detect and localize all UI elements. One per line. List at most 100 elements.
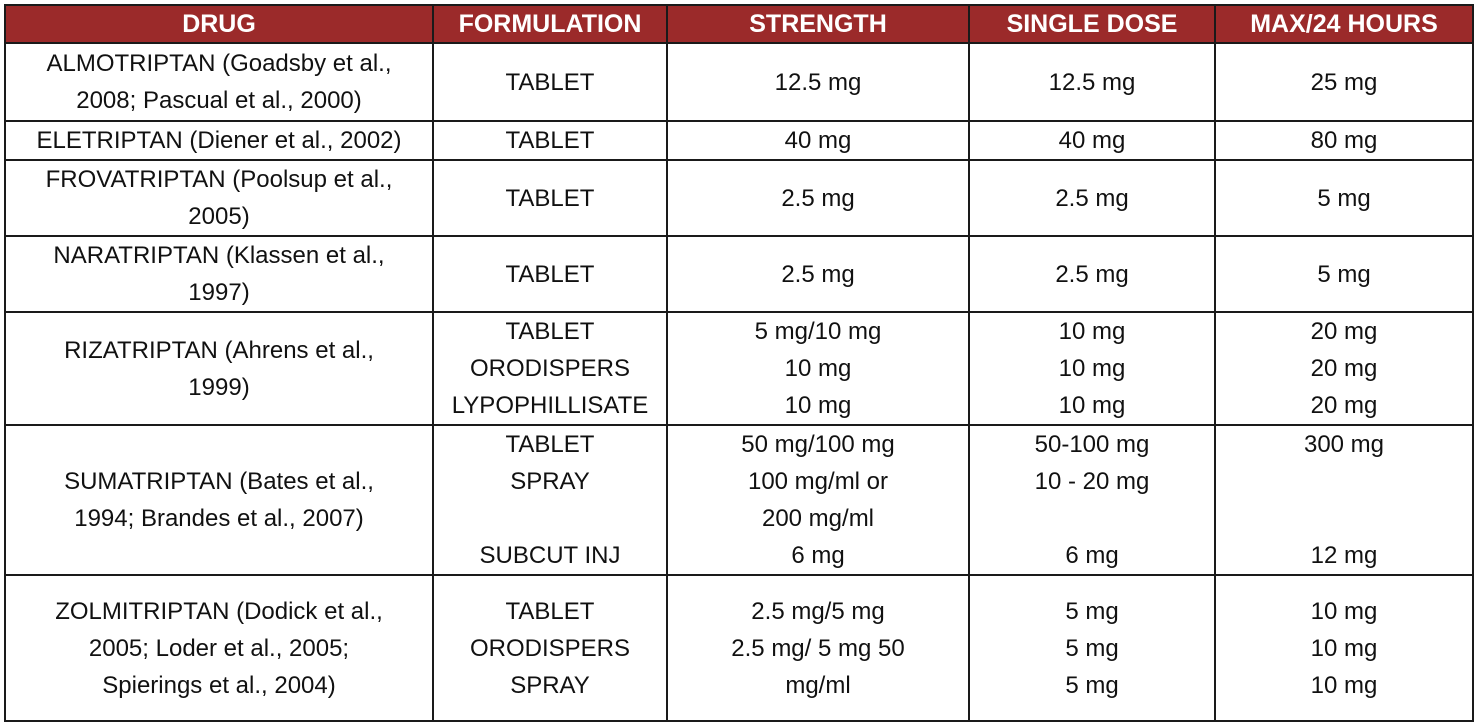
- cell-max-24-hours: 25 mg: [1214, 42, 1474, 122]
- cell-formulation-line: ORODISPERS: [469, 634, 631, 662]
- cell-strength: 2.5 mg: [666, 159, 970, 237]
- header-single-dose: SINGLE DOSE: [968, 4, 1216, 44]
- cell-single-dose-line: 6 mg: [1065, 542, 1119, 569]
- cell-strength: 2.5 mg/5 mg 2.5 mg/ 5 mg 50 mg/ml: [666, 574, 970, 722]
- cell-drug-line: ZOLMITRIPTAN (Dodick et al.,: [55, 597, 383, 625]
- cell-single-dose-line: 2.5 mg: [1055, 260, 1129, 288]
- cell-single-dose-line: 5 mg: [1065, 597, 1119, 625]
- cell-formulation-line: SPRAY: [510, 671, 590, 699]
- cell-single-dose-line: 12.5 mg: [1048, 68, 1136, 96]
- cell-formulation-line: TABLET: [505, 127, 595, 154]
- cell-max-24-hours-line: 20 mg: [1310, 318, 1378, 345]
- cell-drug: RIZATRIPTAN (Ahrens et al., 1999): [4, 311, 434, 426]
- header-drug: DRUG: [4, 4, 434, 44]
- cell-drug-line: Spierings et al., 2004): [102, 671, 336, 699]
- cell-formulation: TABLET ORODISPERS LYPOPHILLISATE: [432, 311, 668, 426]
- table-row: FROVATRIPTAN (Poolsup et al., 2005) TABLET…: [4, 159, 1474, 237]
- cell-strength-line: 6 mg: [791, 542, 845, 569]
- cell-single-dose: 2.5 mg: [968, 159, 1216, 237]
- cell-max-24-hours: 20 mg 20 mg 20 mg: [1214, 311, 1474, 426]
- cell-strength-line: 10 mg: [784, 355, 852, 382]
- cell-drug-line: SUMATRIPTAN (Bates et al.,: [64, 468, 374, 495]
- cell-max-24-hours-line: 25 mg: [1310, 68, 1378, 96]
- cell-formulation-line: TABLET: [505, 68, 595, 96]
- cell-single-dose-line: 5 mg: [1065, 634, 1119, 662]
- cell-strength: 12.5 mg: [666, 42, 970, 122]
- cell-strength-line: 12.5 mg: [774, 68, 862, 96]
- cell-max-24-hours-line: 5 mg: [1317, 184, 1371, 212]
- cell-max-24-hours: 300 mg 12 mg: [1214, 424, 1474, 576]
- cell-formulation-line: TABLET: [505, 184, 595, 212]
- cell-single-dose: 12.5 mg: [968, 42, 1216, 122]
- cell-drug: ZOLMITRIPTAN (Dodick et al., 2005; Loder …: [4, 574, 434, 722]
- cell-single-dose-line: 50-100 mg: [1034, 431, 1150, 458]
- cell-formulation-line: TABLET: [505, 318, 595, 345]
- cell-drug-line: ELETRIPTAN (Diener et al., 2002): [36, 127, 402, 154]
- cell-formulation-line: SUBCUT INJ: [479, 542, 621, 569]
- cell-max-24-hours-line: 10 mg: [1310, 671, 1378, 699]
- cell-strength-line: 40 mg: [784, 127, 852, 154]
- cell-strength-line: 2.5 mg: [781, 260, 855, 288]
- cell-formulation: TABLET: [432, 42, 668, 122]
- table-container: DRUG FORMULATION STRENGTH SINGLE DOSE MA…: [4, 4, 1474, 722]
- cell-formulation: TABLET SPRAY SUBCUT INJ: [432, 424, 668, 576]
- cell-max-24-hours-line: 80 mg: [1310, 127, 1378, 154]
- cell-max-24-hours-line: 5 mg: [1317, 260, 1371, 288]
- cell-formulation: TABLET: [432, 159, 668, 237]
- cell-drug-line: 1994; Brandes et al., 2007): [74, 505, 364, 532]
- cell-drug-line: NARATRIPTAN (Klassen et al.,: [53, 242, 385, 269]
- cell-max-24-hours-line: 10 mg: [1310, 634, 1378, 662]
- cell-strength-line: 100 mg/ml or: [747, 468, 889, 495]
- cell-drug: ALMOTRIPTAN (Goadsby et al., 2008; Pascua…: [4, 42, 434, 122]
- cell-formulation-line: TABLET: [505, 260, 595, 288]
- cell-formulation-line: [434, 500, 666, 537]
- cell-single-dose-line: 40 mg: [1058, 127, 1126, 154]
- cell-drug-line: RIZATRIPTAN (Ahrens et al.,: [64, 336, 374, 364]
- cell-strength-line: 2.5 mg/5 mg: [751, 597, 885, 625]
- cell-strength: 2.5 mg: [666, 235, 970, 313]
- cell-strength-line: 2.5 mg: [781, 184, 855, 212]
- cell-strength: 5 mg/10 mg 10 mg 10 mg: [666, 311, 970, 426]
- cell-single-dose-line: 10 - 20 mg: [1034, 468, 1150, 495]
- cell-strength: 50 mg/100 mg 100 mg/ml or 200 mg/ml 6 mg: [666, 424, 970, 576]
- cell-drug: FROVATRIPTAN (Poolsup et al., 2005): [4, 159, 434, 237]
- cell-max-24-hours-line: 12 mg: [1310, 542, 1378, 569]
- cell-single-dose: 5 mg 5 mg 5 mg: [968, 574, 1216, 722]
- cell-formulation-line: ORODISPERS: [469, 355, 631, 382]
- cell-strength-line: 5 mg/10 mg: [754, 318, 882, 345]
- cell-formulation: TABLET: [432, 120, 668, 161]
- cell-formulation-line: LYPOPHILLISATE: [451, 392, 649, 419]
- cell-max-24-hours: 5 mg: [1214, 159, 1474, 237]
- header-max-24-hours: MAX/24 HOURS: [1214, 4, 1474, 44]
- cell-max-24-hours-line: 20 mg: [1310, 392, 1378, 419]
- cell-drug: ELETRIPTAN (Diener et al., 2002): [4, 120, 434, 161]
- cell-strength-line: 10 mg: [784, 392, 852, 419]
- triptan-dosing-table: DRUG FORMULATION STRENGTH SINGLE DOSE MA…: [4, 4, 1474, 722]
- cell-formulation-line: SPRAY: [510, 468, 590, 495]
- cell-drug: NARATRIPTAN (Klassen et al., 1997): [4, 235, 434, 313]
- cell-max-24-hours: 10 mg 10 mg 10 mg: [1214, 574, 1474, 722]
- cell-strength-line: 2.5 mg/ 5 mg 50: [731, 634, 905, 662]
- cell-single-dose-line: [970, 500, 1214, 537]
- cell-drug: SUMATRIPTAN (Bates et al., 1994; Brandes …: [4, 424, 434, 576]
- cell-formulation-line: TABLET: [505, 431, 595, 458]
- table-row: ZOLMITRIPTAN (Dodick et al., 2005; Loder …: [4, 574, 1474, 722]
- table-body: ALMOTRIPTAN (Goadsby et al., 2008; Pascua…: [4, 42, 1474, 722]
- cell-single-dose-line: 2.5 mg: [1055, 184, 1129, 212]
- cell-drug-line: FROVATRIPTAN (Poolsup et al.,: [45, 166, 393, 193]
- header-strength: STRENGTH: [666, 4, 970, 44]
- cell-single-dose: 2.5 mg: [968, 235, 1216, 313]
- cell-drug-line: 1997): [188, 279, 250, 306]
- cell-max-24-hours-line: [1216, 463, 1472, 500]
- cell-max-24-hours-line: [1216, 500, 1472, 537]
- header-row: DRUG FORMULATION STRENGTH SINGLE DOSE MA…: [4, 4, 1474, 44]
- cell-strength-line: mg/ml: [785, 671, 851, 699]
- cell-max-24-hours: 80 mg: [1214, 120, 1474, 161]
- cell-drug-line: ALMOTRIPTAN (Goadsby et al.,: [46, 50, 392, 77]
- cell-single-dose: 50-100 mg 10 - 20 mg 6 mg: [968, 424, 1216, 576]
- cell-max-24-hours-line: 10 mg: [1310, 597, 1378, 625]
- cell-drug-line: 1999): [188, 373, 250, 401]
- cell-single-dose-line: 5 mg: [1065, 671, 1119, 699]
- cell-formulation-line: TABLET: [505, 597, 595, 625]
- cell-single-dose-line: 10 mg: [1058, 392, 1126, 419]
